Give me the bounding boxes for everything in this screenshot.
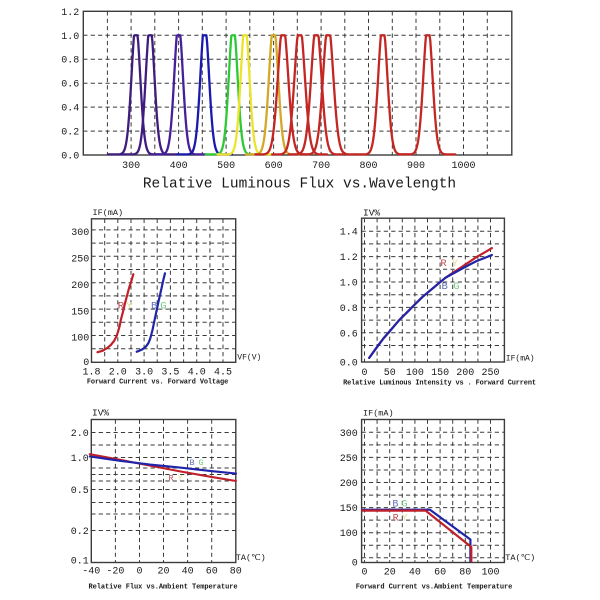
svg-text:B: B	[151, 300, 157, 312]
svg-text:1.0: 1.0	[71, 454, 89, 465]
svg-text:1.2: 1.2	[340, 253, 358, 264]
svg-text:3.5: 3.5	[161, 368, 179, 379]
svg-text:20: 20	[384, 568, 396, 579]
svg-text:VF(V): VF(V)	[237, 354, 261, 363]
svg-text:20: 20	[157, 567, 169, 578]
svg-text:0.0: 0.0	[340, 358, 358, 369]
svg-text:B: B	[189, 458, 194, 468]
svg-text:IF(mA): IF(mA)	[363, 408, 394, 418]
svg-text:R: R	[393, 514, 399, 525]
svg-text:60: 60	[434, 568, 446, 579]
svg-text:Forward Current vs. Forward Vo: Forward Current vs. Forward Voltage	[87, 379, 228, 387]
svg-text:0.2: 0.2	[61, 128, 79, 139]
svg-text:0: 0	[136, 567, 142, 578]
svg-text:0.4: 0.4	[61, 104, 79, 115]
svg-text:300: 300	[122, 161, 140, 172]
svg-text:800: 800	[359, 161, 377, 172]
svg-text:0.6: 0.6	[61, 80, 79, 91]
svg-text:IV%: IV%	[363, 207, 380, 218]
svg-text:0.8: 0.8	[61, 56, 79, 67]
svg-text:200: 200	[456, 368, 474, 379]
svg-text:R: R	[168, 474, 173, 484]
svg-text:0: 0	[352, 559, 358, 570]
svg-text:40: 40	[409, 568, 421, 579]
svg-text:Relative Flux vs.Ambient Tempe: Relative Flux vs.Ambient Temperature	[88, 584, 237, 592]
svg-text:Y: Y	[126, 300, 133, 312]
svg-text:100: 100	[406, 368, 424, 379]
svg-text:B: B	[392, 500, 398, 511]
svg-text:G: G	[160, 300, 166, 312]
svg-text:300: 300	[340, 429, 358, 440]
svg-text:400: 400	[170, 161, 188, 172]
svg-text:R: R	[440, 258, 447, 270]
svg-text:1.8: 1.8	[82, 368, 100, 379]
svg-text:100: 100	[481, 568, 499, 579]
svg-text:G: G	[198, 458, 203, 468]
svg-text:500: 500	[217, 161, 235, 172]
svg-text:Y: Y	[402, 514, 408, 525]
svg-text:250: 250	[71, 255, 89, 266]
svg-text:4.5: 4.5	[214, 368, 232, 379]
svg-text:-20: -20	[106, 567, 124, 578]
svg-text:250: 250	[481, 368, 499, 379]
svg-text:-40: -40	[82, 567, 100, 578]
svg-text:700: 700	[312, 161, 330, 172]
svg-text:2.0: 2.0	[109, 368, 127, 379]
svg-text:1000: 1000	[451, 161, 475, 172]
svg-text:60: 60	[206, 567, 218, 578]
svg-text:100: 100	[340, 529, 358, 540]
svg-text:1.2: 1.2	[61, 8, 79, 19]
svg-text:200: 200	[340, 479, 358, 490]
svg-text:B: B	[442, 281, 448, 293]
svg-text:200: 200	[71, 281, 89, 292]
svg-text:Relative Luminous Intensity vs: Relative Luminous Intensity vs . Forward…	[343, 379, 536, 387]
svg-text:R: R	[118, 300, 125, 312]
svg-text:0.5: 0.5	[71, 486, 89, 497]
svg-text:0.8: 0.8	[340, 304, 358, 315]
svg-text:IF(mA): IF(mA)	[93, 208, 124, 218]
svg-text:Y: Y	[178, 474, 183, 484]
svg-text:Forward Current vs.Ambient Tem: Forward Current vs.Ambient Temperature	[356, 584, 513, 592]
svg-text:1.4: 1.4	[340, 228, 358, 239]
svg-text:2.0: 2.0	[71, 429, 89, 440]
svg-text:50: 50	[384, 368, 396, 379]
svg-text:Y: Y	[452, 258, 459, 270]
svg-text:40: 40	[182, 567, 194, 578]
svg-text:0.6: 0.6	[340, 329, 358, 340]
svg-text:Relative Luminous Flux vs.Wave: Relative Luminous Flux vs.Wavelength	[143, 177, 456, 193]
svg-text:G: G	[401, 500, 407, 511]
svg-text:TA(℃): TA(℃)	[236, 553, 266, 563]
svg-text:150: 150	[431, 368, 449, 379]
svg-text:100: 100	[71, 334, 89, 345]
svg-text:1.0: 1.0	[61, 32, 79, 43]
svg-text:300: 300	[71, 228, 89, 239]
svg-text:0.1: 0.1	[71, 557, 89, 568]
svg-text:TA(℃): TA(℃)	[505, 553, 535, 563]
svg-text:80: 80	[459, 568, 471, 579]
svg-text:250: 250	[340, 454, 358, 465]
svg-text:G: G	[453, 281, 459, 293]
svg-text:0: 0	[361, 368, 367, 379]
svg-text:3.0: 3.0	[135, 368, 153, 379]
svg-text:IF(mA): IF(mA)	[506, 355, 535, 364]
svg-text:150: 150	[340, 504, 358, 515]
svg-text:0: 0	[361, 568, 367, 579]
svg-text:0.0: 0.0	[61, 152, 79, 163]
svg-text:900: 900	[407, 161, 425, 172]
svg-text:IV%: IV%	[92, 407, 109, 418]
svg-text:80: 80	[230, 567, 242, 578]
svg-text:1.0: 1.0	[340, 279, 358, 290]
svg-text:150: 150	[71, 307, 89, 318]
svg-text:0: 0	[83, 358, 89, 369]
svg-text:0.2: 0.2	[71, 527, 89, 538]
svg-text:600: 600	[265, 161, 283, 172]
svg-text:4.0: 4.0	[188, 368, 206, 379]
